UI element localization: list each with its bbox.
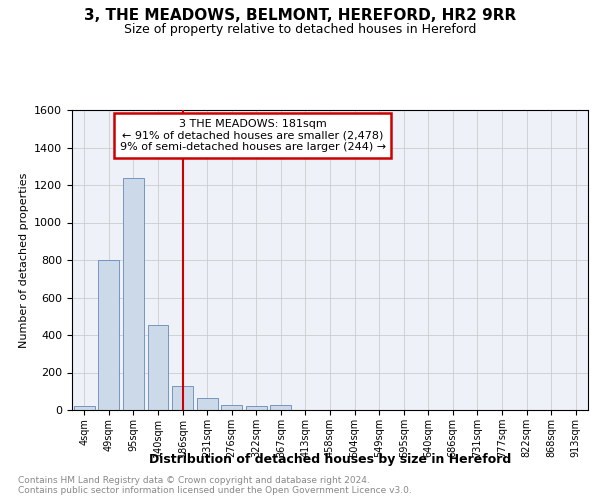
Bar	[172, 386, 193, 410]
Text: Size of property relative to detached houses in Hereford: Size of property relative to detached ho…	[124, 22, 476, 36]
Bar	[271, 406, 292, 410]
Text: Distribution of detached houses by size in Hereford: Distribution of detached houses by size …	[149, 452, 511, 466]
Bar	[74, 406, 95, 410]
Text: Contains HM Land Registry data © Crown copyright and database right 2024.
Contai: Contains HM Land Registry data © Crown c…	[18, 476, 412, 495]
Bar	[98, 260, 119, 410]
Bar	[246, 406, 267, 410]
Bar	[197, 398, 218, 410]
Y-axis label: Number of detached properties: Number of detached properties	[19, 172, 29, 348]
Bar	[221, 406, 242, 410]
Text: 3 THE MEADOWS: 181sqm
← 91% of detached houses are smaller (2,478)
9% of semi-de: 3 THE MEADOWS: 181sqm ← 91% of detached …	[119, 119, 386, 152]
Bar	[123, 178, 144, 410]
Text: 3, THE MEADOWS, BELMONT, HEREFORD, HR2 9RR: 3, THE MEADOWS, BELMONT, HEREFORD, HR2 9…	[84, 8, 516, 22]
Bar	[148, 324, 169, 410]
